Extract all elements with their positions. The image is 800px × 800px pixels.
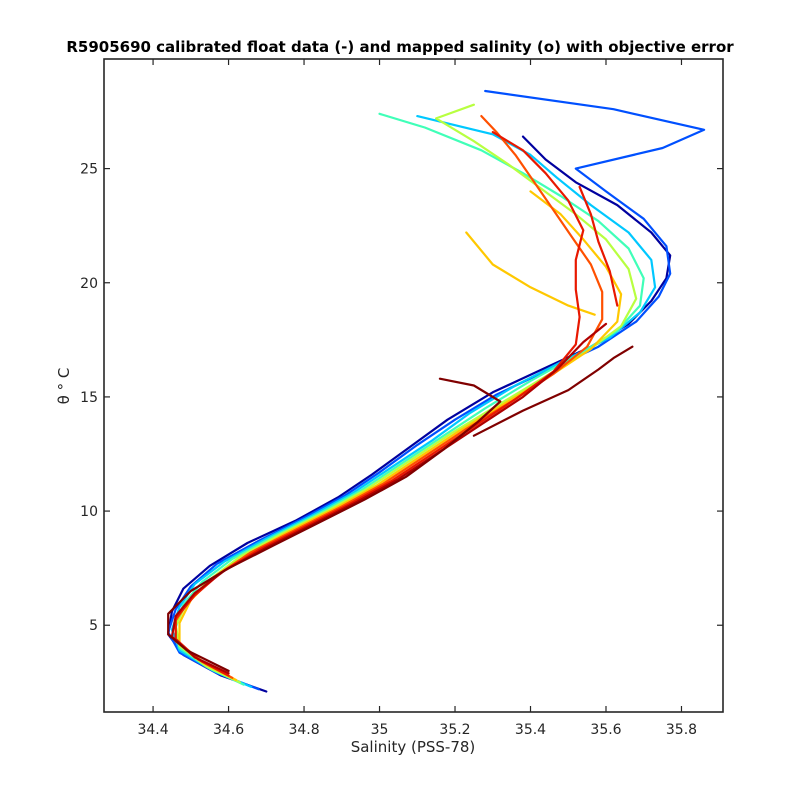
chart-title: R5905690 calibrated float data (-) and m… — [66, 38, 734, 56]
tick-layer: 34.4 34.6 34.8 35 35.2 35.4 35.6 35.8 5 10 15 20 25 — [80, 59, 723, 738]
x-tick-label: 35 — [371, 722, 389, 738]
y-tick-label: 20 — [80, 276, 98, 292]
profile-line-7 — [465, 231, 596, 316]
profile-line-2 — [167, 89, 706, 691]
x-axis-label: Salinity (PSS-78) — [351, 738, 476, 756]
profile-line-11 — [170, 322, 608, 675]
profile-line-12 — [167, 377, 502, 672]
x-tick-label: 34.8 — [288, 722, 319, 738]
profile-line-5 — [174, 103, 638, 684]
y-tick-label: 5 — [89, 618, 98, 634]
y-axis-label: θ ° C — [55, 368, 73, 405]
x-tick-label: 35.6 — [590, 722, 621, 738]
profile-line-13 — [472, 345, 634, 437]
profile-line-6 — [178, 190, 623, 682]
y-tick-label: 10 — [80, 504, 98, 520]
profile-line-9 — [174, 131, 585, 677]
x-tick-label: 35.8 — [666, 722, 697, 738]
x-tick-label: 34.6 — [213, 722, 244, 738]
x-tick-label: 35.4 — [515, 722, 546, 738]
y-tick-label: 25 — [80, 162, 98, 178]
y-tick-label: 15 — [80, 390, 98, 406]
profile-line-4 — [174, 112, 645, 686]
x-tick-label: 35.2 — [439, 722, 470, 738]
profile-line-10 — [578, 185, 619, 307]
profile-line-8 — [174, 115, 604, 679]
x-tick-label: 34.4 — [137, 722, 168, 738]
axes-frame — [103, 58, 724, 713]
profile-line-3 — [170, 115, 657, 688]
series-layer — [167, 89, 706, 693]
